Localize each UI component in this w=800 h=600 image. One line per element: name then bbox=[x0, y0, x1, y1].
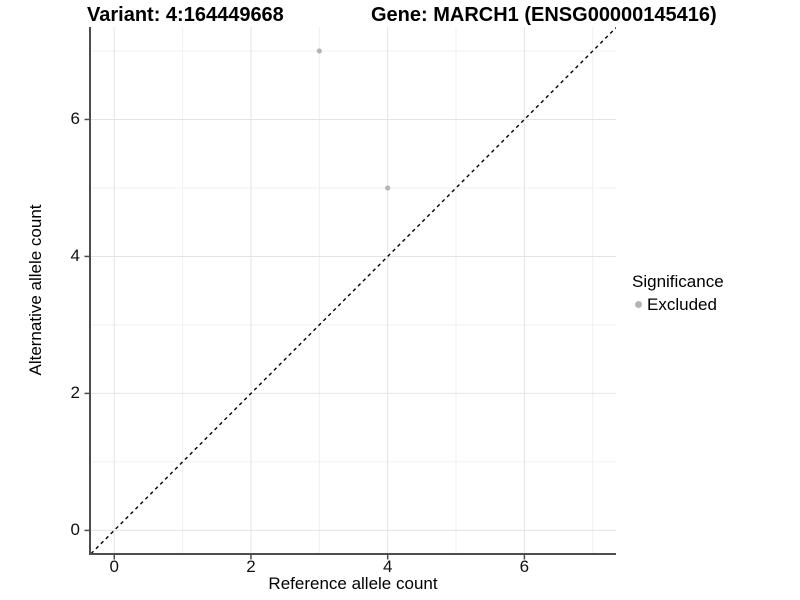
data-point bbox=[385, 185, 391, 191]
diagonal-reference-line bbox=[91, 27, 616, 553]
plot-title-variant: Variant: 4:164449668 bbox=[87, 4, 284, 26]
data-point bbox=[316, 48, 322, 54]
y-tick-label: 0 bbox=[70, 520, 80, 540]
legend-item-excluded: Excluded bbox=[632, 295, 724, 314]
x-tick-label: 4 bbox=[382, 557, 393, 576]
x-tick-label: 2 bbox=[246, 557, 256, 576]
legend-item-label: Excluded bbox=[647, 295, 717, 314]
legend-title: Significance bbox=[632, 272, 724, 291]
legend-point-swatch-icon bbox=[635, 301, 642, 308]
x-tick-label: 6 bbox=[519, 557, 530, 576]
y-tick-label: 6 bbox=[70, 109, 80, 129]
legend: Significance Excluded bbox=[632, 272, 724, 314]
x-tick-label: 0 bbox=[109, 557, 119, 576]
y-tick-label: 2 bbox=[70, 383, 80, 403]
x-axis-title: Reference allele count bbox=[268, 574, 438, 593]
plot-title-gene: Gene: MARCH1 (ENSG00000145416) bbox=[371, 4, 717, 26]
y-axis-title: Alternative allele count bbox=[26, 204, 45, 376]
y-tick-label: 4 bbox=[70, 246, 80, 266]
